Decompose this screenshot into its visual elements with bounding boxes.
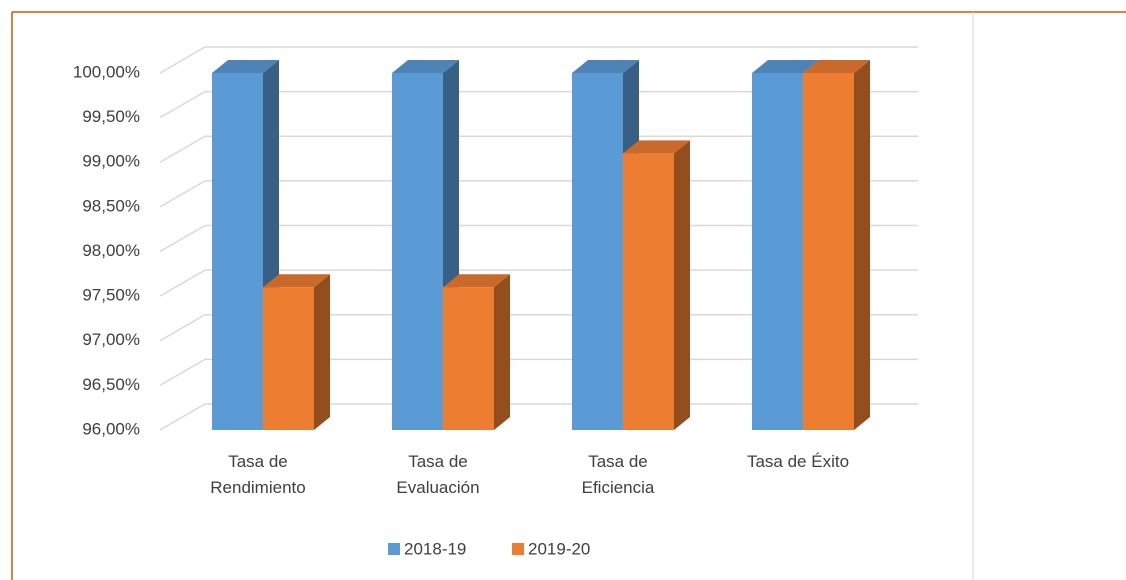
bar	[623, 153, 674, 430]
bar	[392, 73, 443, 430]
bar-top	[263, 274, 330, 288]
bar-side	[854, 60, 870, 430]
bar-top	[443, 274, 510, 288]
y-tick-label: 97,00%	[82, 330, 140, 349]
bar	[572, 73, 623, 430]
bar	[443, 287, 494, 430]
legend-swatch	[512, 543, 524, 555]
y-tick-label: 98,50%	[82, 196, 140, 215]
bar-top	[803, 60, 870, 73]
bar-side	[314, 274, 330, 430]
y-tick-label: 98,00%	[82, 241, 140, 260]
bar-top	[623, 140, 690, 154]
x-tick-label: Tasa de Evaluación	[396, 452, 480, 497]
x-tick-label: Tasa de Rendimiento	[210, 452, 306, 497]
grid-line	[159, 46, 918, 74]
bar	[263, 287, 314, 430]
bar-side	[494, 274, 510, 430]
y-tick-label: 100,00%	[73, 62, 140, 81]
bar	[803, 73, 854, 430]
legend-swatch	[388, 543, 400, 555]
grid-line	[159, 90, 918, 119]
y-tick-label: 96,50%	[82, 375, 140, 394]
y-tick-label: 97,50%	[82, 286, 140, 305]
bar-top	[572, 60, 639, 73]
bar-top	[212, 60, 279, 73]
bar-side	[674, 140, 690, 430]
y-tick-label: 99,00%	[82, 152, 140, 171]
y-tick-label: 96,00%	[82, 419, 140, 438]
legend-label: 2019-20	[528, 539, 590, 558]
bar-top	[752, 60, 819, 73]
grid-line	[159, 135, 918, 163]
bar	[752, 73, 803, 430]
y-tick-label: 99,50%	[82, 107, 140, 126]
bar	[212, 73, 263, 430]
bar-top	[392, 60, 459, 73]
legend-label: 2018-19	[404, 539, 466, 558]
x-tick-label: Tasa de Éxito	[746, 452, 850, 471]
x-tick-label: Tasa de Eficiencia	[581, 452, 655, 497]
